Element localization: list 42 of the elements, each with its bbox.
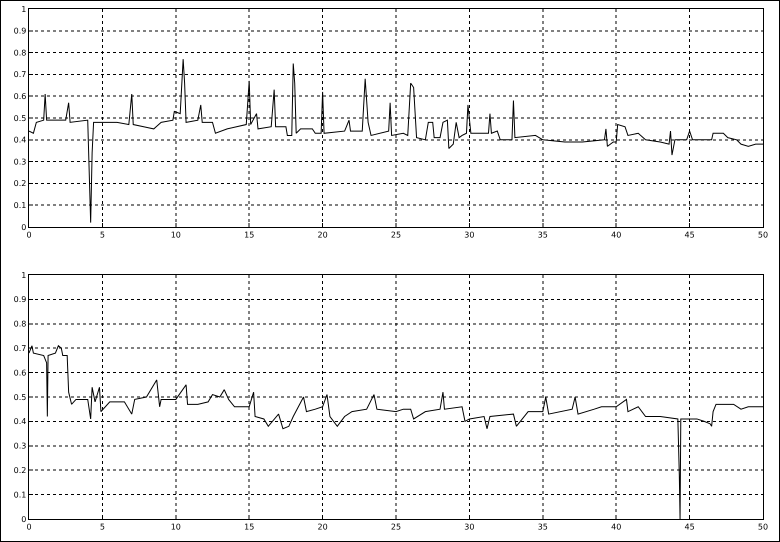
y-tick-label: 0 xyxy=(21,514,26,524)
x-tick-label: 10 xyxy=(170,230,181,240)
x-tick-label: 10 xyxy=(170,522,181,532)
y-tick-label: 0.6 xyxy=(14,368,26,378)
x-tick-label: 5 xyxy=(100,522,105,532)
y-tick-label: 0.3 xyxy=(14,442,26,451)
y-tick-label: 0.5 xyxy=(14,392,26,402)
x-tick-label: 50 xyxy=(758,230,768,240)
y-tick-label: 0.1 xyxy=(14,201,26,210)
y-tick-label: 1 xyxy=(21,270,26,280)
y-tick-label: 0.7 xyxy=(14,344,26,353)
x-tick-label: 25 xyxy=(390,522,402,532)
x-tick-label: 5 xyxy=(100,230,105,240)
y-tick-label: 0.3 xyxy=(14,157,26,166)
x-tick-label: 50 xyxy=(758,522,768,532)
y-tick-label: 1 xyxy=(21,4,26,14)
y-tick-label: 0.4 xyxy=(14,417,26,426)
x-tick-label: 30 xyxy=(464,230,474,240)
x-tick-label: 45 xyxy=(684,230,695,240)
x-tick-label: 40 xyxy=(611,230,622,240)
x-tick-label: 25 xyxy=(390,230,402,240)
x-tick-label: 35 xyxy=(538,230,548,240)
y-tick-label: 0.8 xyxy=(14,320,26,329)
y-tick-label: 0.9 xyxy=(14,26,26,36)
x-tick-label: 20 xyxy=(318,522,328,532)
y-tick-label: 0.5 xyxy=(14,114,26,123)
y-tick-label: 0.2 xyxy=(14,179,26,188)
x-tick-label: 40 xyxy=(611,522,622,532)
y-tick-label: 0.7 xyxy=(14,70,26,80)
x-tick-label: 15 xyxy=(244,522,254,532)
x-tick-label: 30 xyxy=(464,522,474,532)
y-tick-label: 0.2 xyxy=(14,466,26,475)
x-tick-label: 15 xyxy=(244,230,254,240)
y-tick-label: 0 xyxy=(21,222,26,232)
y-tick-label: 0.6 xyxy=(14,92,26,101)
y-tick-label: 0.9 xyxy=(14,295,26,304)
x-tick-label: 20 xyxy=(318,230,328,240)
y-tick-label: 0.4 xyxy=(14,136,26,145)
y-tick-label: 0.8 xyxy=(14,48,26,58)
y-tick-label: 0.1 xyxy=(14,490,26,500)
x-tick-label: 45 xyxy=(684,522,695,532)
x-tick-label: 35 xyxy=(538,522,548,532)
